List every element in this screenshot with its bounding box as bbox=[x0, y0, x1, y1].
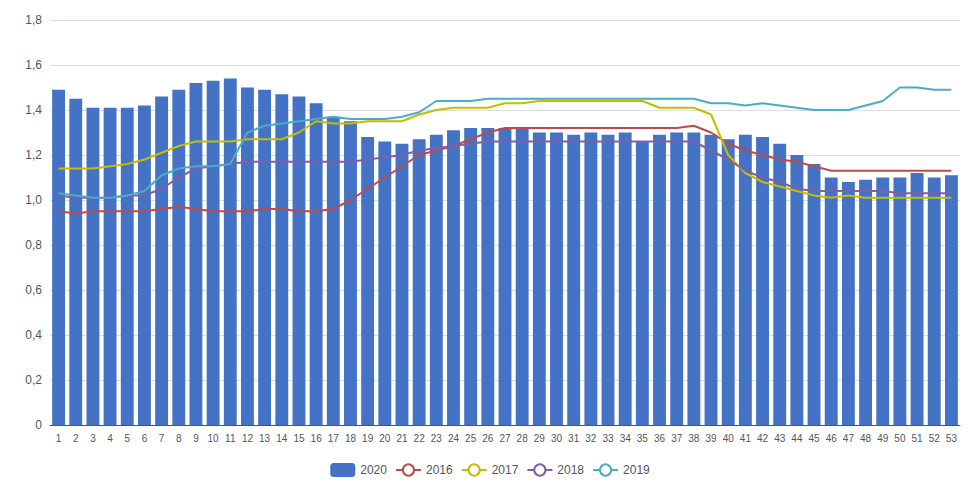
svg-text:16: 16 bbox=[311, 433, 323, 444]
svg-text:36: 36 bbox=[654, 433, 666, 444]
svg-text:46: 46 bbox=[826, 433, 838, 444]
svg-text:9: 9 bbox=[193, 433, 199, 444]
svg-text:20: 20 bbox=[379, 433, 391, 444]
svg-text:51: 51 bbox=[912, 433, 924, 444]
svg-text:2019: 2019 bbox=[623, 463, 650, 477]
svg-text:11: 11 bbox=[225, 433, 236, 444]
svg-text:24: 24 bbox=[448, 433, 460, 444]
svg-text:14: 14 bbox=[276, 433, 288, 444]
svg-text:2: 2 bbox=[73, 433, 79, 444]
svg-text:1,8: 1,8 bbox=[25, 13, 42, 27]
svg-text:5: 5 bbox=[124, 433, 130, 444]
svg-text:3: 3 bbox=[90, 433, 96, 444]
svg-text:1,2: 1,2 bbox=[25, 148, 42, 162]
svg-text:33: 33 bbox=[602, 433, 614, 444]
svg-text:29: 29 bbox=[534, 433, 546, 444]
svg-text:40: 40 bbox=[723, 433, 735, 444]
svg-text:45: 45 bbox=[808, 433, 820, 444]
svg-text:17: 17 bbox=[328, 433, 340, 444]
svg-text:34: 34 bbox=[620, 433, 632, 444]
svg-text:2020: 2020 bbox=[360, 463, 387, 477]
svg-text:35: 35 bbox=[637, 433, 649, 444]
svg-text:1,0: 1,0 bbox=[25, 193, 42, 207]
svg-text:8: 8 bbox=[176, 433, 182, 444]
svg-text:47: 47 bbox=[843, 433, 855, 444]
svg-text:0: 0 bbox=[35, 418, 42, 432]
svg-text:52: 52 bbox=[929, 433, 941, 444]
svg-text:2018: 2018 bbox=[557, 463, 584, 477]
svg-text:22: 22 bbox=[414, 433, 426, 444]
svg-text:49: 49 bbox=[877, 433, 889, 444]
svg-text:19: 19 bbox=[362, 433, 374, 444]
svg-text:0,8: 0,8 bbox=[25, 238, 42, 252]
svg-text:4: 4 bbox=[107, 433, 113, 444]
svg-text:28: 28 bbox=[517, 433, 529, 444]
svg-text:53: 53 bbox=[946, 433, 958, 444]
svg-text:48: 48 bbox=[860, 433, 872, 444]
svg-text:43: 43 bbox=[774, 433, 786, 444]
svg-text:38: 38 bbox=[688, 433, 700, 444]
svg-text:50: 50 bbox=[894, 433, 906, 444]
svg-text:21: 21 bbox=[396, 433, 408, 444]
svg-text:0,4: 0,4 bbox=[25, 328, 42, 342]
svg-text:12: 12 bbox=[242, 433, 254, 444]
svg-text:10: 10 bbox=[208, 433, 220, 444]
svg-text:18: 18 bbox=[345, 433, 357, 444]
svg-text:26: 26 bbox=[482, 433, 494, 444]
svg-text:13: 13 bbox=[259, 433, 271, 444]
svg-text:41: 41 bbox=[740, 433, 752, 444]
svg-text:7: 7 bbox=[159, 433, 165, 444]
svg-text:44: 44 bbox=[791, 433, 803, 444]
svg-text:32: 32 bbox=[585, 433, 597, 444]
svg-text:2016: 2016 bbox=[426, 463, 453, 477]
svg-text:30: 30 bbox=[551, 433, 563, 444]
svg-text:1,4: 1,4 bbox=[25, 103, 42, 117]
svg-text:6: 6 bbox=[142, 433, 148, 444]
svg-text:1: 1 bbox=[56, 433, 62, 444]
svg-text:0,6: 0,6 bbox=[25, 283, 42, 297]
svg-text:1,6: 1,6 bbox=[25, 58, 42, 72]
svg-text:2017: 2017 bbox=[492, 463, 519, 477]
svg-text:42: 42 bbox=[757, 433, 769, 444]
svg-text:31: 31 bbox=[568, 433, 580, 444]
svg-text:25: 25 bbox=[465, 433, 477, 444]
svg-text:39: 39 bbox=[705, 433, 717, 444]
svg-text:15: 15 bbox=[293, 433, 305, 444]
svg-text:27: 27 bbox=[499, 433, 511, 444]
svg-text:0,2: 0,2 bbox=[25, 373, 42, 387]
svg-text:23: 23 bbox=[431, 433, 443, 444]
svg-text:37: 37 bbox=[671, 433, 683, 444]
